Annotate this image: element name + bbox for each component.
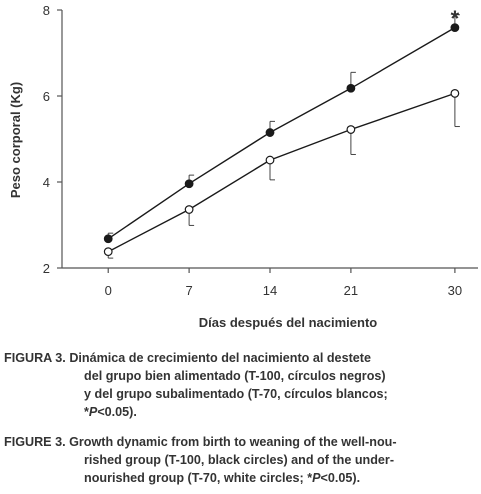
caption-en-text-2: rished group (T-100, black circles) and … (84, 453, 395, 467)
x-tick-label: 14 (263, 283, 277, 298)
series-line-1 (107, 26, 456, 240)
open-circle-point (184, 205, 194, 214)
caption-spanish: FIGURA 3. Dinámica de crecimiento del na… (4, 349, 476, 421)
caption-english: FIGURE 3. Growth dynamic from birth to w… (4, 433, 476, 487)
error-bars (107, 14, 460, 259)
caption-en-line-1: FIGURE 3. Growth dynamic from birth to w… (4, 433, 476, 451)
open-circle-point (450, 89, 460, 98)
caption-es-pvalue: <0.05). (97, 405, 137, 419)
caption-es-line-4: *P<0.05). (4, 403, 476, 421)
x-tick-label: 0 (105, 283, 112, 298)
caption-es-text-1: Dinámica de crecimiento del nacimiento a… (69, 351, 371, 365)
y-tick-label: 4 (43, 175, 50, 190)
filled-circle-point (184, 179, 194, 189)
filled-circle-point (346, 83, 356, 93)
caption-es-p: P (88, 405, 98, 419)
filled-circle-point (103, 234, 113, 244)
y-tick-label: 6 (43, 89, 50, 104)
x-tick-label: 30 (448, 283, 462, 298)
growth-chart: 2 4 6 8 0 7 14 21 30 * Peso corporal (Kg) Días d… (8, 3, 478, 330)
caption-en-p: P (312, 471, 321, 485)
y-tick-label: 2 (43, 261, 50, 276)
caption-en-line-3: nourished group (T-70, white circles; *P… (4, 469, 476, 487)
y-tick-label: 8 (43, 3, 50, 18)
caption-en-pvalue: <0.05). (320, 471, 361, 485)
caption-es-text-3: y del grupo subalimentado (T-70, círculo… (84, 387, 388, 401)
y-axis-title: Peso corporal (Kg) (8, 82, 23, 198)
open-circle-point (265, 155, 275, 165)
x-tick-label: 21 (344, 283, 358, 298)
annotations: * (451, 6, 460, 31)
filled-circle-point (450, 23, 460, 33)
series-lines (107, 26, 456, 253)
series-line-2 (107, 92, 456, 253)
caption-es-text-2: del grupo bien alimentado (T-100, círcul… (84, 369, 386, 383)
axes (57, 9, 478, 273)
tick-labels: 2 4 6 8 0 7 14 21 30 (43, 3, 462, 298)
open-circle-point (103, 247, 113, 257)
caption-en-text-3: nourished group (T-70, white circles; * (84, 471, 313, 485)
data-points (103, 23, 460, 257)
significance-asterisk: * (451, 6, 460, 31)
caption-es-line-1: FIGURA 3. Dinámica de crecimiento del na… (4, 349, 476, 367)
open-circle-point (346, 125, 356, 134)
caption-en-label: FIGURE 3. (4, 435, 66, 449)
caption-en-text-1: Growth dynamic from birth to weaning of … (69, 435, 397, 449)
x-axis-title: Días después del nacimiento (199, 315, 378, 330)
filled-circle-point (265, 128, 275, 137)
caption-es-asterisk: * (84, 405, 89, 419)
x-tick-label: 7 (185, 283, 192, 298)
caption-es-label: FIGURA 3. (4, 351, 66, 365)
